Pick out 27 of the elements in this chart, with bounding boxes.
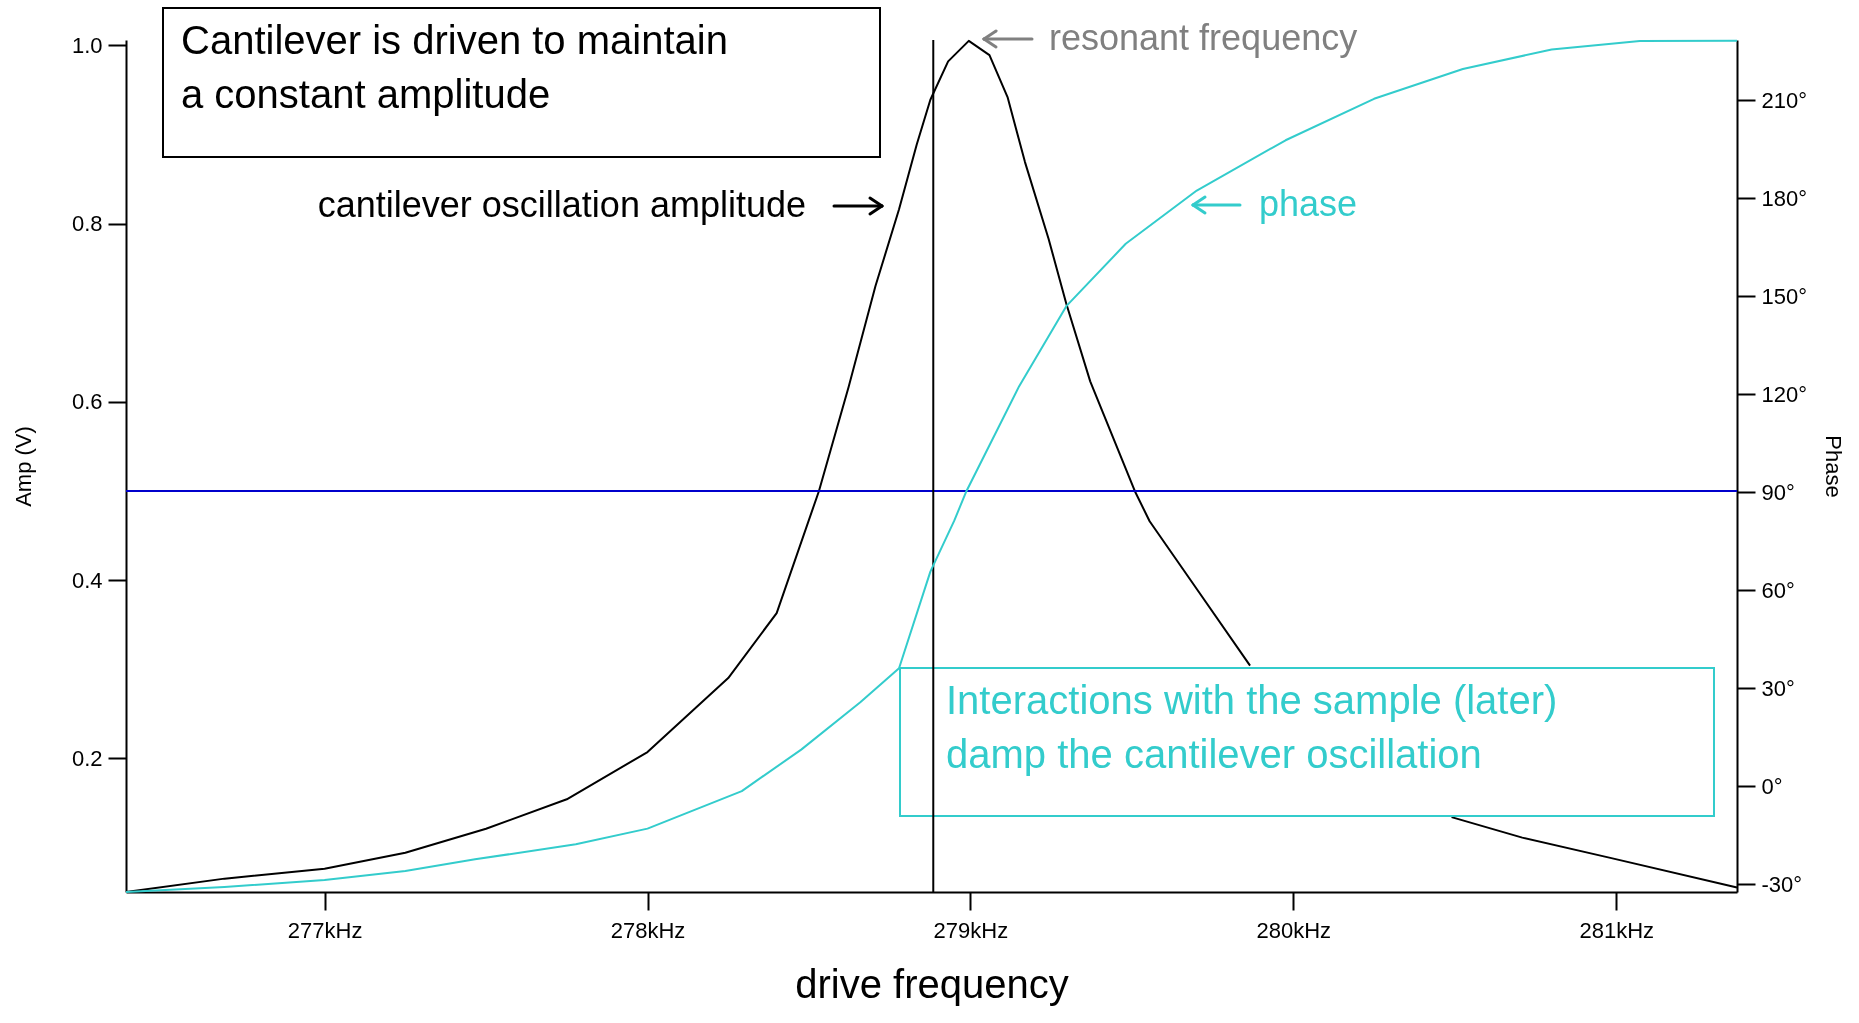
annotation: cantilever oscillation amplitude <box>317 184 806 225</box>
x-tick-label: 281kHz <box>1579 917 1655 943</box>
y-tick-label: 1.0 <box>71 32 103 58</box>
y2-tick-label: 30° <box>1761 675 1795 701</box>
annotation: phase <box>1259 183 1358 224</box>
x-axis-title: drive frequency <box>795 961 1069 1006</box>
y2-tick-label: 180° <box>1761 185 1808 211</box>
x-tick-label: 280kHz <box>1256 917 1332 943</box>
x-tick-label: 279kHz <box>933 917 1009 943</box>
x-tick-label: 277kHz <box>287 917 363 943</box>
y2-tick-label: 0° <box>1761 773 1783 799</box>
y2-tick-label: -30° <box>1761 871 1803 897</box>
y-tick-label: 0.6 <box>71 389 103 415</box>
annotation: Cantilever is driven to maintain a constant amplitude <box>181 18 728 116</box>
annotation: Interactions with the sample (later) damp the cantilever oscillation <box>946 678 1558 776</box>
y-tick-label: 0.2 <box>71 745 103 771</box>
y2-tick-label: 90° <box>1761 479 1795 505</box>
y-tick-label: 0.4 <box>71 567 103 593</box>
y2-tick-label: 150° <box>1761 283 1808 309</box>
y2-tick-label: 60° <box>1761 577 1795 603</box>
x-tick-label: 278kHz <box>610 917 686 943</box>
y2-axis-title: Phase <box>1821 435 1846 498</box>
y-axis-title: Amp (V) <box>10 426 36 507</box>
annotation: resonant frequency <box>1049 17 1358 58</box>
y-tick-label: 0.8 <box>71 211 103 237</box>
y2-tick-label: 210° <box>1761 87 1808 113</box>
y2-tick-label: 120° <box>1761 381 1808 407</box>
